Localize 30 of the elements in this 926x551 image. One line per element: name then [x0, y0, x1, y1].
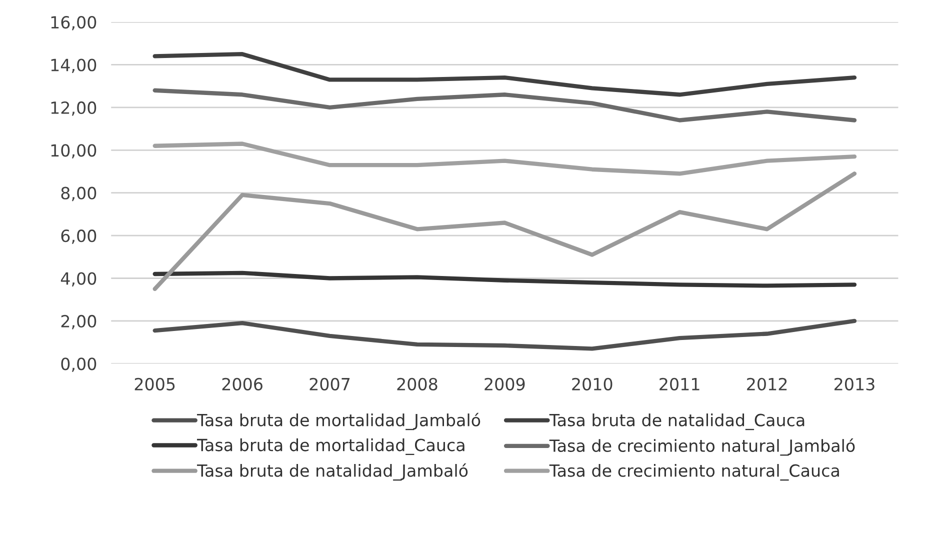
legend-label: Tasa bruta de mortalidad_Cauca [196, 438, 464, 456]
line-series [152, 318, 857, 351]
line-series [152, 270, 857, 288]
x-tick-label: 2013 [834, 378, 874, 390]
y-tick-label: 8,00 [61, 186, 96, 202]
x-tick-label: 2006 [222, 378, 262, 390]
y-tick-label: 4,00 [60, 272, 96, 287]
legend-label: Tasa de crecimiento natural_Jambaló [549, 438, 855, 456]
x-tick-label: 2012 [747, 378, 787, 390]
x-tick-label: 2010 [572, 378, 612, 390]
y-tick-label: 10,00 [51, 144, 96, 158]
legend-label: Tasa de crecimiento natural_Cauca [549, 464, 839, 481]
line-series [152, 172, 857, 292]
x-tick-label: 2005 [134, 378, 175, 390]
legend-label: Tasa bruta de natalidad_Jambaló [196, 463, 468, 481]
y-tick-label: 6,00 [61, 230, 96, 244]
line-series [152, 142, 857, 176]
y-tick-label: 0,00 [61, 358, 96, 372]
legend-label: Tasa bruta de mortalidad_Jambaló [196, 412, 480, 430]
x-tick-label: 2009 [484, 378, 525, 390]
y-tick-label: 16,00 [51, 16, 96, 30]
x-tick-label: 2007 [310, 378, 350, 390]
line-series [152, 88, 857, 122]
y-tick-label: 14,00 [51, 58, 96, 74]
x-tick-label: 2008 [397, 378, 438, 390]
line-series [152, 52, 857, 97]
y-tick-label: 2,00 [61, 314, 96, 330]
x-tick-label: 2011 [660, 378, 700, 390]
y-tick-label: 12,00 [51, 101, 96, 116]
legend-label: Tasa bruta de natalidad_Cauca [549, 413, 804, 430]
